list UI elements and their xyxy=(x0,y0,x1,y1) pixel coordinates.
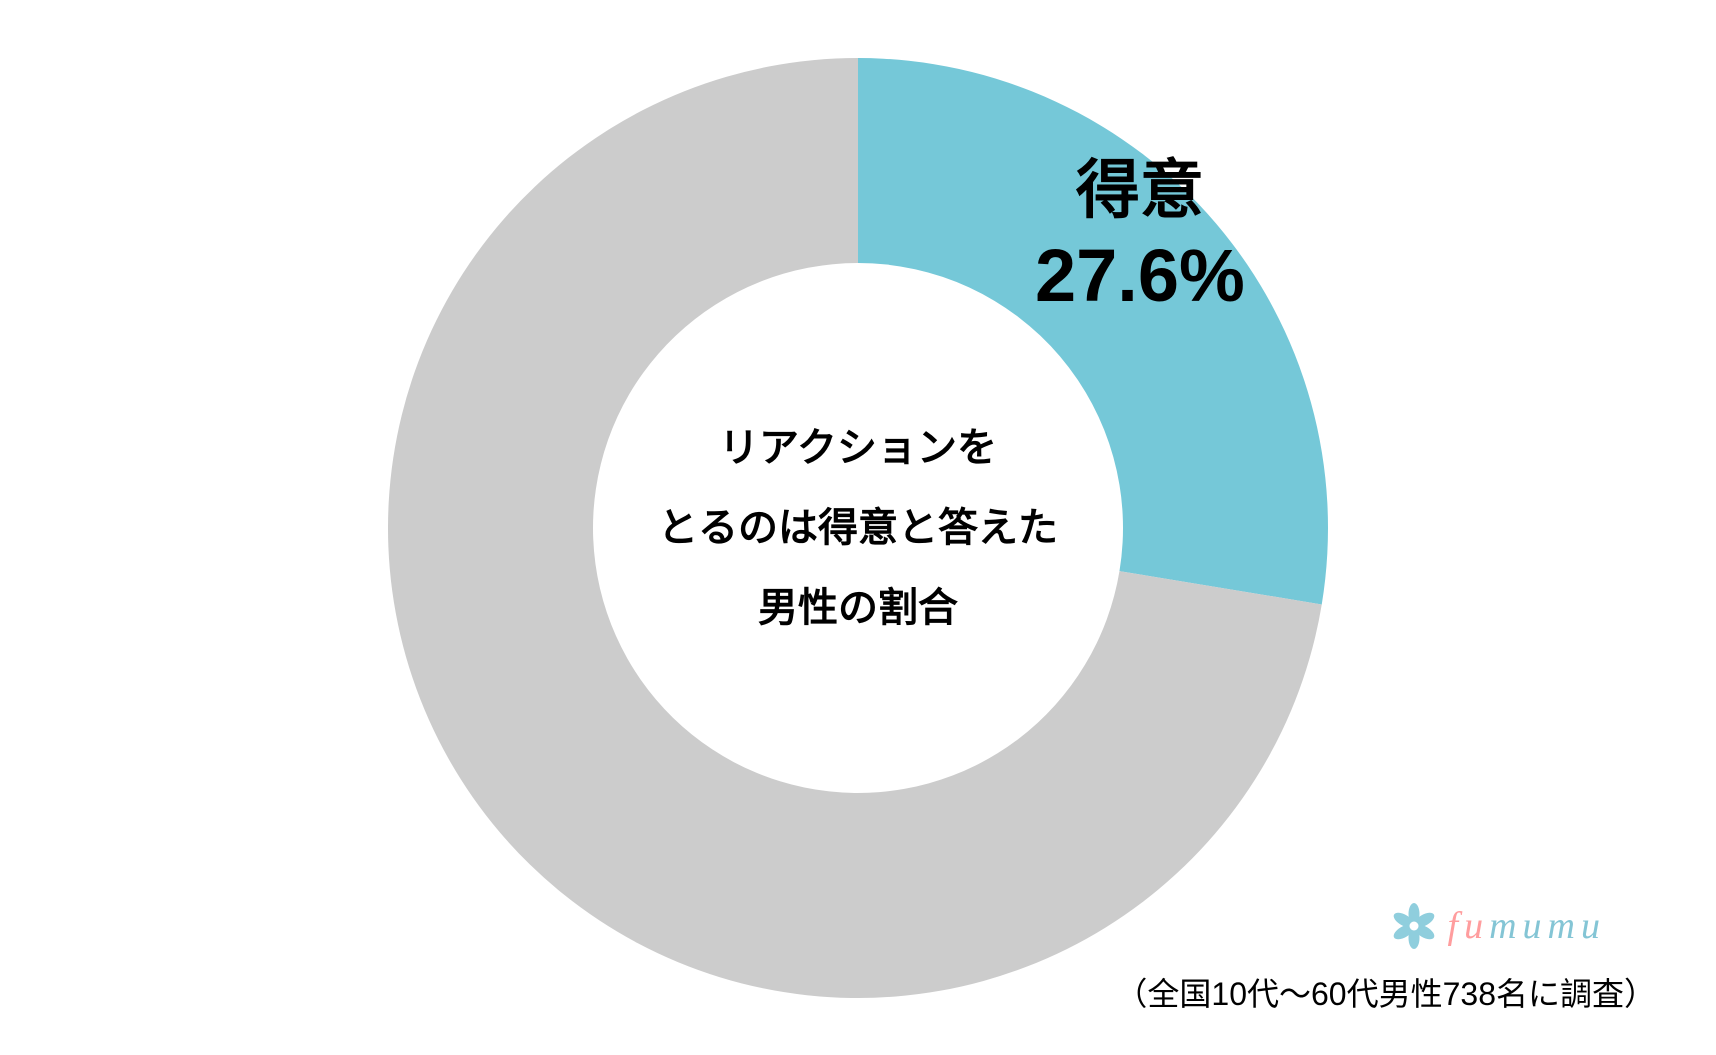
slice-label-line2: 27.6% xyxy=(1035,230,1245,323)
center-line1: リアクションを xyxy=(598,408,1118,488)
center-line2: とるのは得意と答えた xyxy=(598,488,1118,568)
brand-text: fumumu xyxy=(1448,904,1606,948)
slice-label-line1: 得意 xyxy=(1035,150,1245,230)
brand-fu: fu xyxy=(1448,905,1490,947)
brand-mumu: mumu xyxy=(1489,905,1606,947)
brand: fumumu xyxy=(1390,902,1606,950)
footnote: （全国10代～60代男性738名に調査） xyxy=(1115,969,1656,1015)
brand-logo-icon xyxy=(1390,902,1438,950)
center-line3: 男性の割合 xyxy=(598,568,1118,648)
center-label: リアクションを とるのは得意と答えた 男性の割合 xyxy=(598,408,1118,648)
slice-label: 得意 27.6% xyxy=(1035,150,1245,323)
